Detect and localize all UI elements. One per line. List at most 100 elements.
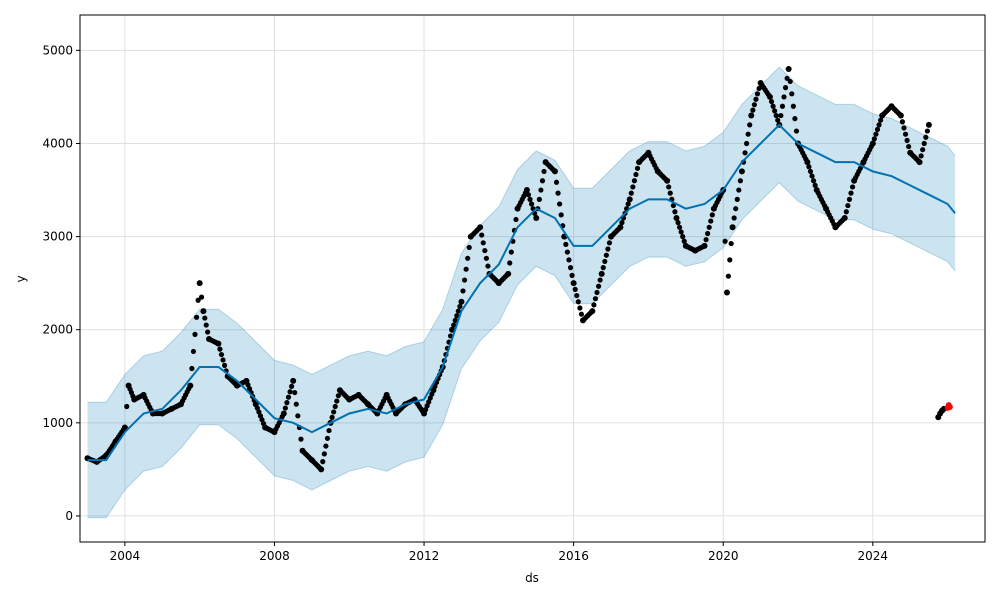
observed-point-interp bbox=[508, 249, 514, 255]
observed-point-interp bbox=[287, 389, 293, 395]
observed-point-interp bbox=[538, 187, 544, 193]
observed-point-interp bbox=[569, 272, 575, 278]
observed-point-interp bbox=[536, 196, 542, 202]
observed-point bbox=[215, 340, 222, 347]
observed-point-interp bbox=[792, 116, 798, 122]
observed-point-interp bbox=[603, 252, 609, 258]
observed-point bbox=[916, 159, 923, 166]
observed-point-interp bbox=[597, 277, 603, 283]
observed-point-interp bbox=[782, 85, 789, 91]
observed-point bbox=[673, 214, 680, 221]
observed-point-interp bbox=[768, 98, 775, 105]
y-tick-label: 5000 bbox=[42, 43, 73, 57]
observed-point-interp bbox=[539, 178, 546, 184]
observed-point-interp bbox=[324, 435, 331, 441]
observed-point-interp bbox=[217, 346, 223, 352]
observed-point-interp bbox=[513, 216, 519, 223]
observed-point-interp bbox=[198, 294, 205, 300]
observed-point-interp bbox=[525, 192, 532, 198]
observed-point-interp bbox=[789, 91, 795, 97]
observed-point-interp bbox=[457, 303, 463, 310]
observed-point-interp bbox=[745, 131, 751, 137]
observed-point-interp bbox=[293, 401, 299, 407]
observed-point-interp bbox=[845, 202, 851, 209]
observed-point-interp bbox=[332, 403, 338, 410]
observed-point bbox=[551, 168, 558, 175]
observed-point-interp bbox=[334, 398, 340, 404]
observed-point-interp bbox=[454, 313, 460, 319]
observed-point bbox=[723, 289, 730, 296]
observed-point-interp bbox=[631, 178, 638, 184]
observed-point-interp bbox=[787, 78, 793, 85]
observed-point-interp bbox=[628, 190, 634, 196]
actual-future-point bbox=[946, 403, 953, 410]
observed-point-interp bbox=[460, 288, 466, 294]
observed-point-interp bbox=[553, 179, 560, 185]
observed-point-interp bbox=[465, 255, 471, 261]
x-tick-label: 2024 bbox=[858, 549, 889, 563]
observed-point-interp bbox=[292, 389, 298, 396]
observed-point-interp bbox=[902, 131, 909, 137]
observed-point-interp bbox=[605, 246, 611, 252]
observed-point-interp bbox=[918, 153, 924, 159]
observed-point bbox=[701, 242, 708, 249]
x-axis-label: ds bbox=[525, 571, 539, 585]
observed-point-interp bbox=[667, 190, 673, 196]
observed-point-interp bbox=[747, 122, 753, 128]
observed-point-interp bbox=[124, 403, 130, 410]
observed-point-interp bbox=[320, 459, 326, 465]
observed-point-interp bbox=[577, 305, 583, 311]
observed-point bbox=[533, 214, 540, 221]
observed-point-interp bbox=[507, 260, 513, 266]
observed-point-interp bbox=[323, 443, 329, 449]
observed-point-interp bbox=[575, 299, 581, 305]
observed-point-interp bbox=[779, 103, 786, 109]
observed-point-interp bbox=[591, 302, 597, 308]
observed-point-interp bbox=[189, 365, 195, 372]
observed-point-interp bbox=[920, 147, 926, 153]
observed-point-interp bbox=[461, 277, 468, 283]
observed-point-interp bbox=[676, 224, 683, 230]
observed-point-interp bbox=[326, 427, 332, 434]
observed-point-interp bbox=[874, 126, 881, 133]
observed-point-interp bbox=[566, 257, 572, 263]
observed-point-interp bbox=[772, 108, 778, 114]
observed-point-interp bbox=[778, 112, 784, 119]
observed-point bbox=[570, 280, 577, 287]
observed-point bbox=[477, 224, 484, 231]
observed-point-interp bbox=[750, 107, 756, 113]
observed-point-interp bbox=[781, 94, 787, 100]
observed-point-interp bbox=[742, 150, 748, 156]
observed-point-interp bbox=[722, 238, 728, 244]
x-tick-label: 2004 bbox=[110, 549, 141, 563]
observed-point-interp bbox=[222, 362, 228, 369]
observed-point bbox=[804, 159, 811, 166]
observed-point-interp bbox=[678, 229, 684, 235]
grid bbox=[80, 15, 985, 542]
observed-point bbox=[196, 280, 203, 287]
observed-point-interp bbox=[298, 436, 304, 442]
observed-point-interp bbox=[923, 134, 929, 140]
observed-point-interp bbox=[703, 237, 709, 243]
observed-point-interp bbox=[483, 255, 489, 261]
observed-point-interp bbox=[770, 103, 776, 109]
observed-point bbox=[458, 298, 465, 305]
observed-point-interp bbox=[634, 165, 641, 171]
observed-point-interp bbox=[335, 393, 341, 399]
observed-point-interp bbox=[600, 265, 606, 271]
observed-point-interp bbox=[705, 230, 711, 237]
observed-point-interp bbox=[906, 143, 912, 150]
observed-point-interp bbox=[675, 220, 681, 226]
observed-point bbox=[523, 187, 530, 194]
observed-point bbox=[200, 308, 207, 315]
observed-point bbox=[280, 410, 287, 417]
observed-point bbox=[187, 382, 194, 389]
observed-point-interp bbox=[455, 308, 461, 314]
observed-point-interp bbox=[295, 413, 301, 419]
observed-point-interp bbox=[321, 451, 327, 457]
observed-point bbox=[738, 168, 745, 175]
y-axis-label: y bbox=[14, 275, 28, 282]
observed-point-interp bbox=[871, 136, 877, 142]
observed-point-interp bbox=[220, 357, 226, 363]
observed-point-interp bbox=[878, 117, 884, 123]
